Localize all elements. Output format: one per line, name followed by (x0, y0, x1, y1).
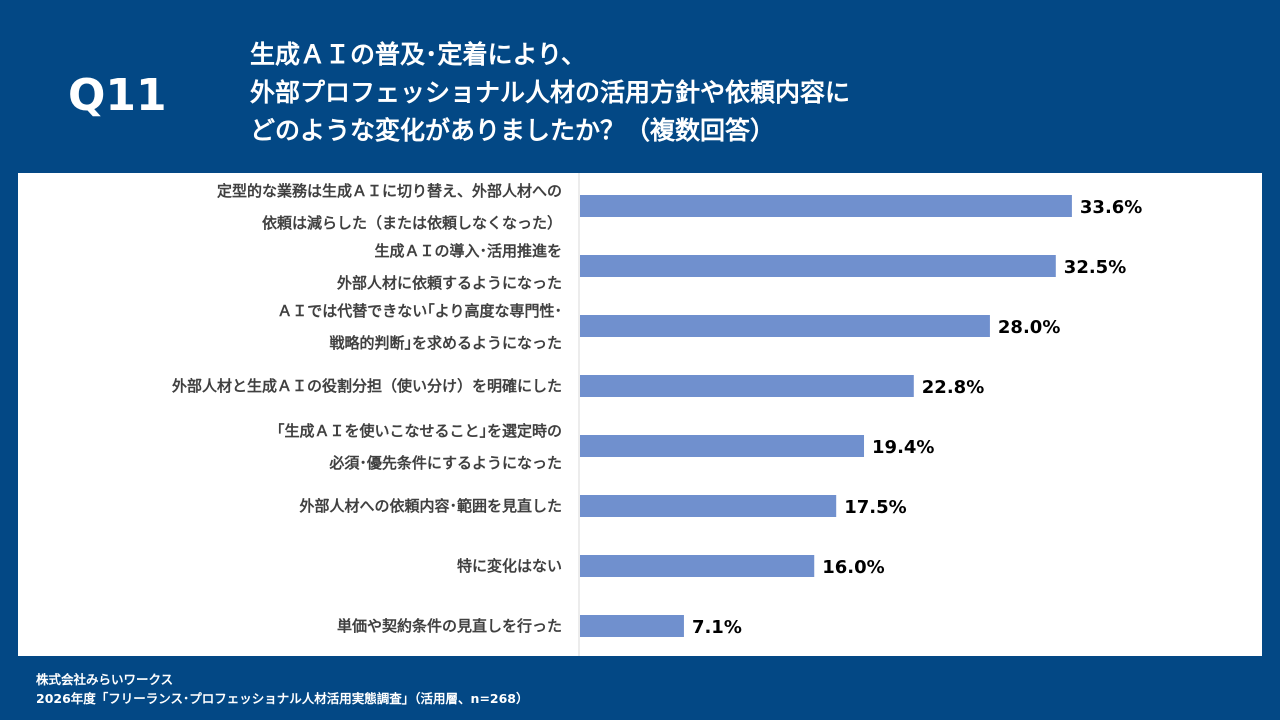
category-label: 必須･優先条件にするようになった (328, 454, 562, 472)
category-label: 外部人材と生成ＡＩの役割分担（使い分け）を明確にした (171, 377, 562, 395)
data-label: 28.0% (998, 317, 1060, 338)
category-label: 特に変化はない (457, 557, 562, 575)
category-label: 依頼は減らした（または依頼しなくなった） (262, 214, 562, 232)
data-label: 16.0% (822, 557, 884, 578)
category-label: 外部人材に依頼するようになった (336, 274, 562, 292)
question-number: Q11 (68, 70, 167, 121)
data-label: 22.8% (922, 377, 984, 398)
category-label: 定型的な業務は生成ＡＩに切り替え、外部人材への (217, 182, 562, 200)
bar (580, 315, 990, 337)
bar (580, 615, 684, 637)
bar-chart: 33.6% 定型的な業務は生成ＡＩに切り替え、外部人材への依頼は減らした（または依… (171, 173, 1142, 656)
category-label: 生成ＡＩの導入･活用推進を (374, 242, 562, 260)
category-label: ＡＩでは代替できない｢より高度な専門性･ (277, 302, 562, 320)
category-label: ｢生成ＡＩを使いこなせること｣を選定時の (277, 422, 562, 440)
bar (580, 555, 815, 577)
data-label: 17.5% (844, 497, 906, 518)
bar (580, 435, 865, 457)
chart-panel: 33.6% 定型的な業務は生成ＡＩに切り替え、外部人材への依頼は減らした（または依… (18, 173, 1262, 656)
footer: 株式会社みらいワークス 2026年度「フリーランス･プロフェッショナル人材活用実… (36, 670, 529, 708)
data-label: 7.1% (692, 617, 742, 638)
bar (580, 495, 837, 517)
category-label: 単価や契約条件の見直しを行った (337, 617, 562, 635)
category-label: 外部人材への依頼内容･範囲を見直した (298, 497, 562, 515)
data-label: 19.4% (872, 437, 934, 458)
data-label: 33.6% (1080, 197, 1142, 218)
category-label: 戦略的判断｣を求めるようになった (329, 334, 562, 352)
company-name: 株式会社みらいワークス (36, 672, 174, 687)
title-line: どのような変化がありましたか？（複数回答） (250, 116, 776, 145)
bar (580, 255, 1056, 277)
question-title: 生成ＡＩの普及･定着により、 外部プロフェッショナル人材の活用方針や依頼内容に … (250, 36, 850, 150)
source-note: 2026年度「フリーランス･プロフェッショナル人材活用実態調査」（活用層、n=2… (36, 691, 529, 706)
title-line: 外部プロフェッショナル人材の活用方針や依頼内容に (250, 78, 851, 107)
title-line: 生成ＡＩの普及･定着により、 (250, 40, 587, 69)
bar (580, 375, 914, 397)
data-label: 32.5% (1064, 257, 1126, 278)
bar (580, 195, 1072, 217)
